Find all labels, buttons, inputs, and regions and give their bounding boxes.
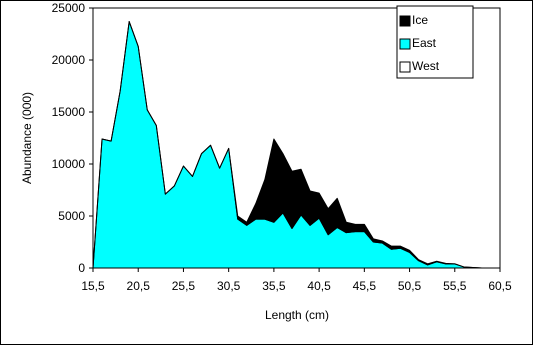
y-tick-label: 20000	[52, 53, 86, 67]
y-tick-label: 10000	[52, 157, 86, 171]
x-tick-label: 50,5	[398, 279, 422, 293]
x-tick-label: 60,5	[488, 279, 512, 293]
y-axis-ticks: 0 5000 10000 15000 20000 25000	[52, 1, 93, 275]
x-axis-ticks: 15,5 20,5 25,5 30,5 35,5 40,5 45,5 50,5 55,5 60,5	[81, 268, 512, 293]
y-tick-label: 5000	[58, 209, 85, 223]
x-tick-label: 25,5	[172, 279, 196, 293]
legend-swatch-west	[399, 61, 411, 73]
x-tick-label: 35,5	[262, 279, 286, 293]
legend-swatch-ice	[399, 15, 411, 27]
y-tick-label: 25000	[52, 1, 86, 15]
legend-items: Ice East West	[399, 13, 440, 73]
y-axis-title: Abundance (000)	[20, 92, 34, 184]
y-tick-label: 0	[78, 261, 85, 275]
y-tick-label: 15000	[52, 105, 86, 119]
x-tick-label: 20,5	[127, 279, 151, 293]
legend-swatch-east	[399, 38, 411, 50]
legend-label-east: East	[412, 36, 437, 50]
x-tick-label: 40,5	[307, 279, 331, 293]
legend-label-ice: Ice	[412, 13, 428, 27]
x-tick-label: 15,5	[81, 279, 105, 293]
x-tick-label: 30,5	[217, 279, 241, 293]
legend: Ice East West	[396, 5, 474, 79]
legend-label-west: West	[412, 59, 440, 73]
x-tick-label: 45,5	[353, 279, 377, 293]
x-axis-title: Length (cm)	[265, 308, 329, 322]
x-tick-label: 55,5	[443, 279, 467, 293]
